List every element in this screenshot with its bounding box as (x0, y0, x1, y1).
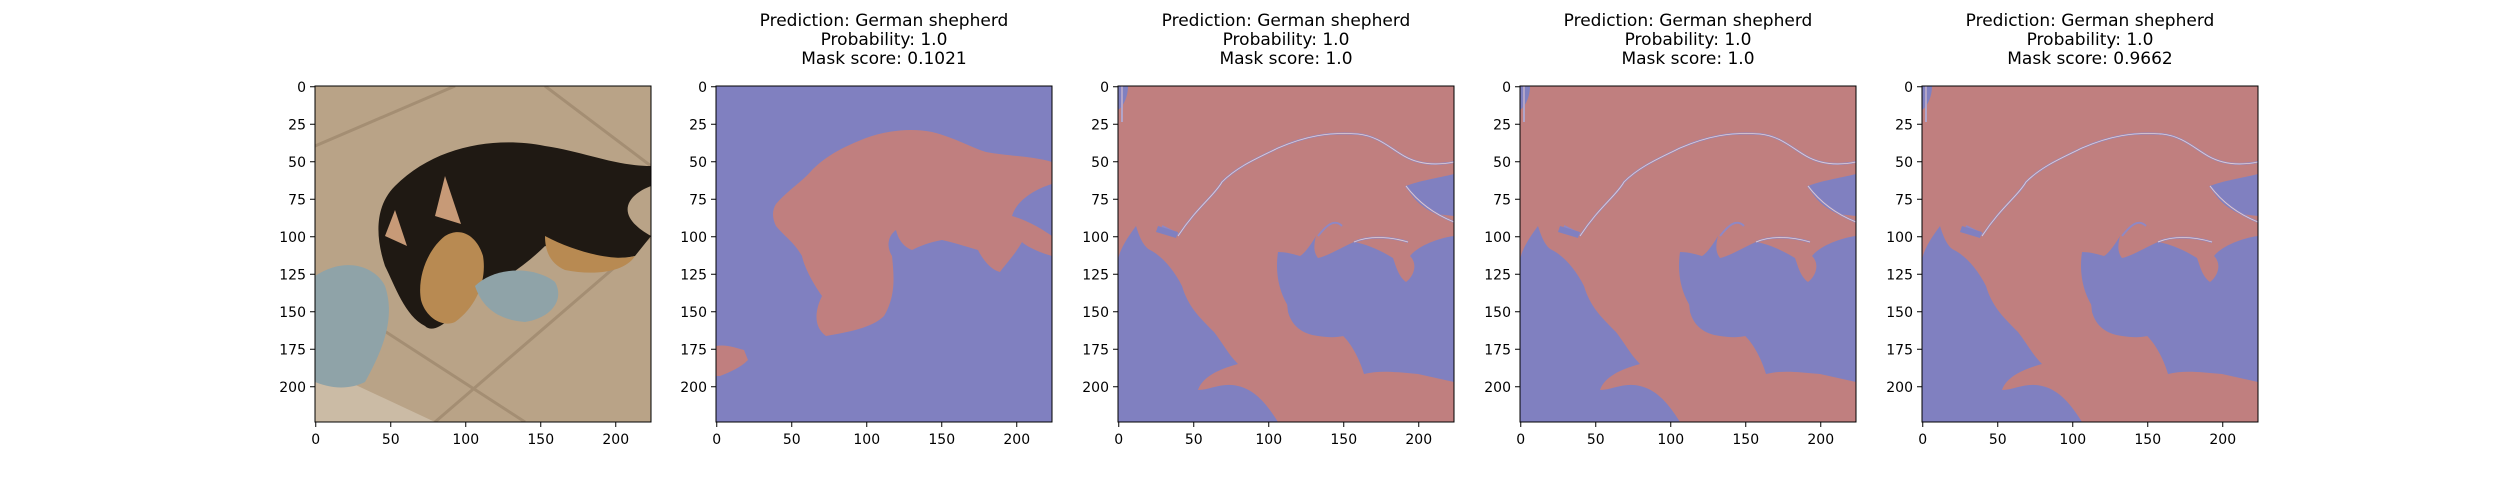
y-tick-label: 50 (689, 155, 707, 171)
y-tick-label: 150 (680, 305, 707, 321)
x-tick-label: 0 (1918, 432, 1927, 448)
panel-3: Prediction: German shepherdProbability: … (1082, 11, 1455, 448)
y-tick-label: 50 (1895, 155, 1913, 171)
y-tick-label: 125 (1886, 267, 1913, 283)
panel-5: Prediction: German shepherdProbability: … (1886, 11, 2259, 448)
panel-title-line: Mask score: 1.0 (1621, 49, 1754, 69)
x-tick-label: 150 (527, 432, 554, 448)
x-tick-label: 200 (1003, 432, 1030, 448)
x-tick-label: 50 (783, 432, 801, 448)
panel-title-line: Probability: 1.0 (2027, 30, 2154, 50)
y-tick-label: 50 (1091, 155, 1109, 171)
panel-title-line: Prediction: German shepherd (760, 11, 1009, 31)
y-tick-label: 75 (689, 192, 707, 208)
axes-frame (1117, 85, 1455, 423)
y-tick-label: 75 (1895, 192, 1913, 208)
axes-frame (314, 85, 652, 423)
panel-title-line: Probability: 1.0 (1625, 30, 1752, 50)
y-tick-label: 75 (1493, 192, 1511, 208)
y-tick-label: 150 (1082, 305, 1109, 321)
y-tick-label: 100 (279, 230, 306, 246)
x-tick-label: 100 (853, 432, 880, 448)
x-tick-label: 100 (1657, 432, 1684, 448)
x-tick-label: 150 (1732, 432, 1759, 448)
panel-title-line: Prediction: German shepherd (1564, 11, 1813, 31)
y-tick-label: 150 (1484, 305, 1511, 321)
y-tick-label: 125 (1484, 267, 1511, 283)
y-tick-label: 0 (698, 80, 707, 96)
mask-image (1520, 86, 1856, 422)
y-tick-label: 0 (297, 80, 306, 96)
x-tick-label: 50 (382, 432, 400, 448)
x-tick-label: 200 (2209, 432, 2236, 448)
x-tick-label: 0 (1114, 432, 1123, 448)
y-tick-label: 50 (1493, 155, 1511, 171)
x-tick-label: 50 (1185, 432, 1203, 448)
y-tick-label: 175 (1082, 342, 1109, 358)
axes-frame (1921, 85, 2259, 423)
panel-title-line: Mask score: 1.0 (1219, 49, 1352, 69)
y-tick-label: 75 (1091, 192, 1109, 208)
y-tick-label: 25 (1091, 117, 1109, 133)
y-tick-label: 150 (279, 305, 306, 321)
x-tick-label: 0 (712, 432, 721, 448)
y-tick-label: 0 (1100, 80, 1109, 96)
mask-image (1118, 86, 1454, 422)
y-tick-label: 125 (279, 267, 306, 283)
y-tick-label: 175 (279, 342, 306, 358)
mask-image (716, 86, 1052, 422)
panel-title-line: Prediction: German shepherd (1966, 11, 2215, 31)
panels: 0 50 100 150 2000255075100125150175200Predic… (279, 11, 2259, 448)
panel-title-line: Probability: 1.0 (821, 30, 948, 50)
y-tick-label: 0 (1904, 80, 1913, 96)
x-tick-label: 100 (452, 432, 479, 448)
y-tick-label: 100 (680, 230, 707, 246)
y-tick-label: 200 (1484, 380, 1511, 396)
panel-title-line: Prediction: German shepherd (1162, 11, 1411, 31)
y-tick-label: 25 (1895, 117, 1913, 133)
x-tick-label: 100 (1255, 432, 1282, 448)
y-tick-label: 25 (288, 117, 306, 133)
mask-image (1922, 86, 2258, 422)
y-tick-label: 75 (288, 192, 306, 208)
axes-frame (715, 85, 1053, 423)
y-tick-label: 175 (680, 342, 707, 358)
panel-4: Prediction: German shepherdProbability: … (1484, 11, 1857, 448)
x-tick-label: 150 (1330, 432, 1357, 448)
x-tick-label: 50 (1989, 432, 2007, 448)
panel-title-line: Probability: 1.0 (1223, 30, 1350, 50)
y-tick-label: 25 (1493, 117, 1511, 133)
x-tick-label: 0 (311, 432, 320, 448)
y-tick-label: 175 (1886, 342, 1913, 358)
y-tick-label: 25 (689, 117, 707, 133)
x-tick-label: 200 (602, 432, 629, 448)
panel-1: 0 50 100 150 200 0 25 50 75 100 125 150 175 200 (279, 80, 652, 448)
y-tick-label: 100 (1886, 230, 1913, 246)
x-tick-label: 100 (2059, 432, 2086, 448)
y-tick-label: 200 (1886, 380, 1913, 396)
panel-title-line: Mask score: 0.9662 (2007, 49, 2172, 69)
x-tick-label: 50 (1587, 432, 1605, 448)
y-tick-label: 125 (680, 267, 707, 283)
y-tick-label: 0 (1502, 80, 1511, 96)
x-tick-label: 0 (1516, 432, 1525, 448)
panel-2: Prediction: German shepherdProbability: … (680, 11, 1053, 448)
y-tick-label: 100 (1484, 230, 1511, 246)
y-tick-label: 175 (1484, 342, 1511, 358)
x-tick-label: 200 (1405, 432, 1432, 448)
y-tick-label: 200 (680, 380, 707, 396)
y-tick-label: 200 (1082, 380, 1109, 396)
y-tick-label: 125 (1082, 267, 1109, 283)
photo-puppy (315, 86, 651, 422)
panel-title-line: Mask score: 0.1021 (801, 49, 966, 69)
axes-frame (1519, 85, 1857, 423)
x-tick-label: 150 (928, 432, 955, 448)
y-tick-label: 100 (1082, 230, 1109, 246)
x-tick-label: 150 (2134, 432, 2161, 448)
y-tick-label: 50 (288, 155, 306, 171)
y-tick-label: 200 (279, 380, 306, 396)
y-tick-label: 150 (1886, 305, 1913, 321)
x-tick-label: 200 (1807, 432, 1834, 448)
